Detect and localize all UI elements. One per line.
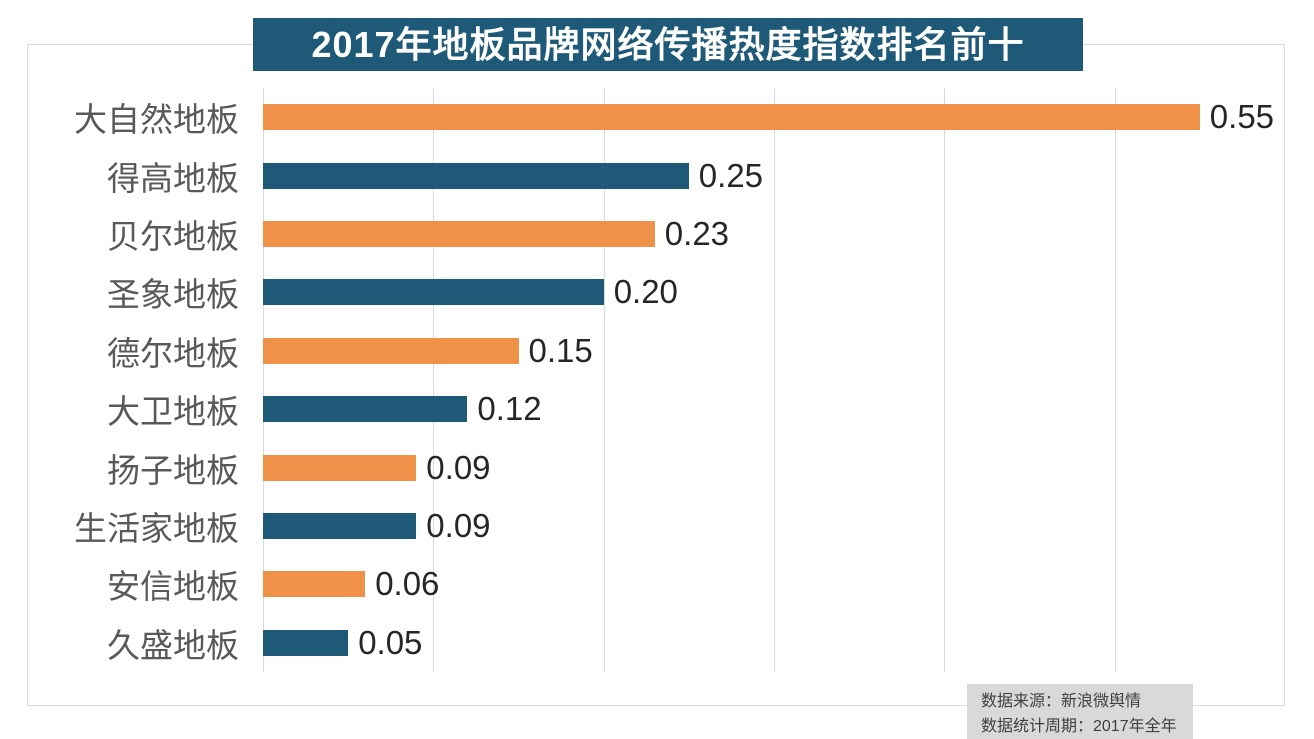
bar-row: 0.15	[263, 322, 1285, 380]
footer-note: 数据来源：新浪微舆情 数据统计周期：2017年全年	[967, 684, 1193, 739]
bar-value-label: 0.25	[698, 156, 764, 194]
bar	[263, 396, 468, 423]
bar-value-label: 0.15	[528, 331, 593, 369]
bar	[263, 571, 366, 598]
bar	[263, 629, 349, 656]
bar	[263, 513, 417, 540]
category-label: 久盛地板	[107, 626, 239, 664]
bar-value-label: 0.55	[1209, 98, 1275, 136]
gridline	[603, 88, 605, 672]
bar	[263, 162, 689, 189]
bar-row: 0.09	[263, 438, 1285, 496]
category-label: 大自然地板	[74, 101, 239, 139]
bar-row: 0.23	[263, 205, 1285, 263]
category-label: 圣象地板	[107, 276, 239, 314]
bar-row: 0.25	[263, 146, 1285, 204]
bar	[263, 337, 519, 364]
bar-value-label: 0.06	[375, 565, 440, 603]
category-label: 德尔地板	[107, 334, 239, 372]
category-labels: 大自然地板得高地板贝尔地板圣象地板德尔地板大卫地板扬子地板生活家地板安信地板久盛…	[27, 88, 251, 672]
bar-row: 0.06	[263, 555, 1285, 613]
bar-value-label: 0.20	[613, 273, 678, 311]
bar	[263, 104, 1200, 131]
plot-rows: 0.55 0.25 0.23 0.20 0.15 0.12 0.09 0.09 0.06 0.05	[263, 88, 1285, 672]
bar	[263, 221, 655, 248]
footer-source: 数据来源：新浪微舆情	[981, 693, 1142, 710]
gridline	[774, 88, 775, 672]
bar-value-label: 0.09	[426, 507, 491, 545]
bar-row: 0.20	[263, 263, 1285, 321]
bar-row: 0.55	[263, 88, 1285, 146]
gridline	[1114, 88, 1116, 672]
gridline	[263, 88, 264, 672]
bar	[263, 279, 604, 306]
chart-title: 2017年地板品牌网络传播热度指数排名前十	[253, 18, 1083, 71]
gridline	[944, 88, 946, 672]
category-label: 扬子地板	[107, 451, 239, 489]
bar-row: 0.05	[263, 614, 1285, 672]
category-label: 安信地板	[107, 568, 239, 606]
bar-value-label: 0.23	[664, 215, 730, 253]
bar	[263, 454, 417, 481]
category-label: 贝尔地板	[107, 218, 239, 256]
gridline	[433, 88, 435, 672]
plot-area: 0.55 0.25 0.23 0.20 0.15 0.12 0.09 0.09 0.06 0.05	[263, 88, 1285, 672]
bar-row: 0.12	[263, 380, 1285, 438]
bar-row: 0.09	[263, 497, 1285, 555]
bar-value-label: 0.09	[426, 448, 491, 486]
category-label: 大卫地板	[107, 393, 239, 431]
bar-value-label: 0.05	[358, 623, 423, 661]
bar-value-label: 0.12	[477, 390, 542, 428]
category-label: 得高地板	[107, 159, 239, 197]
category-label: 生活家地板	[74, 510, 239, 548]
footer-period: 数据统计周期：2017年全年	[981, 718, 1177, 735]
